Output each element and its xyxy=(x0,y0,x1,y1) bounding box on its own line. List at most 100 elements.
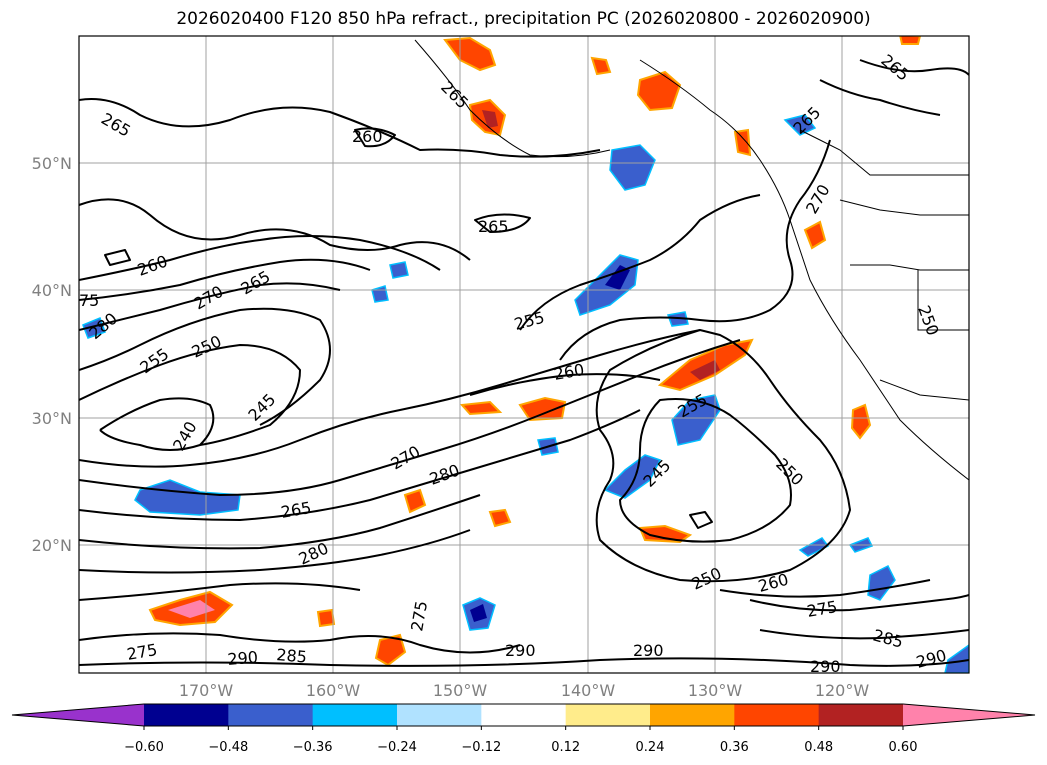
contour-line xyxy=(559,139,831,361)
precip-blob xyxy=(690,360,720,380)
precip-blob xyxy=(899,36,922,45)
lon-label: 160°W xyxy=(306,681,361,700)
precip-blob xyxy=(168,600,215,618)
precip-blob xyxy=(783,114,817,136)
contour-line xyxy=(469,373,661,396)
contour-line xyxy=(79,339,741,496)
contour-line xyxy=(79,409,641,521)
contour-line xyxy=(79,98,601,158)
precip-blob xyxy=(803,220,827,250)
colorbar-extend-high xyxy=(903,704,1035,726)
colorbar-tick-label: −0.24 xyxy=(377,740,417,755)
refractivity-contours xyxy=(79,59,969,667)
contour-label: 75 xyxy=(79,291,99,310)
precip-blob xyxy=(374,633,407,667)
map-title: 2026020400 F120 850 hPa refract., precip… xyxy=(176,9,871,29)
lon-label: 130°W xyxy=(688,681,743,700)
precip-blob xyxy=(134,479,241,516)
contour-label: 260 xyxy=(352,127,383,146)
lat-labels: 50°N 40°N 30°N 20°N xyxy=(32,154,72,555)
lon-label: 150°W xyxy=(433,681,488,700)
contour-line xyxy=(79,329,701,468)
lon-label: 140°W xyxy=(561,681,616,700)
precip-blob xyxy=(316,608,336,628)
colorbar-segment xyxy=(818,704,904,726)
contour-line xyxy=(79,258,371,301)
coastline xyxy=(414,39,611,158)
contour-label: 290 xyxy=(505,641,536,660)
colorbar-tick-label: −0.36 xyxy=(293,740,333,755)
coastline xyxy=(850,264,969,271)
colorbar-segment xyxy=(481,704,567,726)
colorbar-segment xyxy=(650,704,735,726)
contour-line xyxy=(474,213,531,233)
contour-label: 290 xyxy=(227,647,259,669)
coastline xyxy=(917,270,969,331)
colorbar-tick-label: 0.60 xyxy=(889,740,918,755)
contour-line xyxy=(749,594,969,612)
precip-blob xyxy=(733,128,752,157)
precip-blob xyxy=(590,56,612,76)
precip-blob xyxy=(488,508,512,528)
precip-shading xyxy=(82,36,969,673)
contour-line xyxy=(619,398,792,543)
precip-blob xyxy=(605,265,630,290)
contour-line xyxy=(354,127,396,148)
lat-label: 40°N xyxy=(32,281,72,300)
colorbar-segment xyxy=(312,704,398,726)
contour-line xyxy=(104,249,131,266)
precip-blob xyxy=(82,317,106,339)
precip-blob xyxy=(636,70,682,112)
coastline xyxy=(839,199,969,216)
contour-line xyxy=(519,194,761,331)
contour-line xyxy=(689,511,713,529)
colorbar-tick-label: 0.36 xyxy=(720,740,749,755)
precip-blob xyxy=(403,488,427,514)
coastline xyxy=(879,379,969,401)
map-area: 265 260 265 265 265 260 270 265 75 280 2… xyxy=(79,36,969,673)
colorbar-segment xyxy=(397,704,482,726)
precip-blob xyxy=(459,400,503,416)
contour-line xyxy=(79,632,521,654)
lat-label: 20°N xyxy=(32,536,72,555)
precip-blob xyxy=(638,524,693,544)
coastline xyxy=(799,129,969,176)
colorbar-segment xyxy=(228,704,314,726)
contour-label: 265 xyxy=(478,217,509,236)
colorbar-tick-label: 0.12 xyxy=(551,740,580,755)
contour-line xyxy=(79,198,471,261)
contour-line xyxy=(79,235,441,281)
contour-line xyxy=(99,397,215,451)
lat-label: 50°N xyxy=(32,154,72,173)
colorbar: −0.60 −0.48 −0.36 −0.24 −0.12 0.12 0.24 0.36 0.4… xyxy=(11,703,1036,755)
contour-line xyxy=(79,529,471,574)
graticule xyxy=(79,36,969,673)
lat-label: 30°N xyxy=(32,409,72,428)
lon-label: 120°W xyxy=(815,681,870,700)
contour-label: 285 xyxy=(276,645,308,667)
contour-line xyxy=(595,329,851,583)
coastline xyxy=(639,59,969,481)
precip-blob xyxy=(482,110,498,128)
precip-blob xyxy=(603,454,662,499)
precip-blob xyxy=(470,604,487,622)
colorbar-tick-label: 0.48 xyxy=(804,740,833,755)
contour-line xyxy=(79,307,331,426)
precip-blob xyxy=(609,144,656,191)
contour-line xyxy=(819,79,941,116)
map-frame xyxy=(78,35,970,674)
contour-line xyxy=(79,494,481,550)
colorbar-segment xyxy=(734,704,820,726)
colorbar-tick-label: −0.48 xyxy=(208,740,248,755)
precip-blob xyxy=(850,403,872,440)
lon-labels: 170°W 160°W 150°W 140°W 130°W 120°W xyxy=(179,681,870,700)
coastlines xyxy=(414,39,969,481)
contour-line xyxy=(79,657,969,667)
colorbar-tick-label: 0.24 xyxy=(636,740,665,755)
contour-line xyxy=(79,344,301,446)
precip-blob xyxy=(389,261,409,279)
colorbar-extend-low xyxy=(12,704,144,726)
contour-line xyxy=(79,282,341,331)
contour-label: 290 xyxy=(633,641,664,660)
